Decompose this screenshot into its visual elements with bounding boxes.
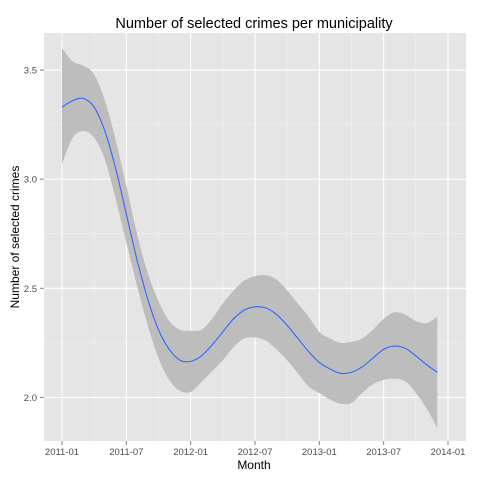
x-tick-label: 2011-01 bbox=[45, 447, 79, 458]
series-line-layer bbox=[61, 97, 438, 375]
x-axis-ticks: 2011-01 2011-07 2012-01 2012-07 2013-01 2013-… bbox=[45, 441, 466, 458]
confidence-band-layer bbox=[62, 48, 438, 428]
x-tick-label: 2011-07 bbox=[109, 447, 143, 458]
x-tick-label: 2013-01 bbox=[302, 447, 337, 458]
y-tick-label: 2.5 bbox=[24, 284, 37, 295]
y-tick-label: 3.0 bbox=[24, 175, 37, 186]
x-tick-label: 2013-07 bbox=[366, 447, 401, 458]
y-axis-ticks: 2.0 2.5 3.0 3.5 bbox=[24, 66, 44, 404]
confidence-band bbox=[62, 48, 438, 428]
x-tick-label: 2014-01 bbox=[431, 447, 466, 458]
series-line bbox=[61, 97, 438, 375]
y-axis-label: Number of selected crimes bbox=[8, 166, 22, 309]
x-tick-label: 2012-01 bbox=[173, 447, 208, 458]
chart-title: Number of selected crimes per municipali… bbox=[115, 16, 393, 32]
y-tick-label: 2.0 bbox=[24, 393, 37, 404]
y-tick-label: 3.5 bbox=[24, 66, 37, 77]
x-axis-label: Month bbox=[237, 458, 270, 472]
x-tick-label: 2012-07 bbox=[238, 447, 273, 458]
